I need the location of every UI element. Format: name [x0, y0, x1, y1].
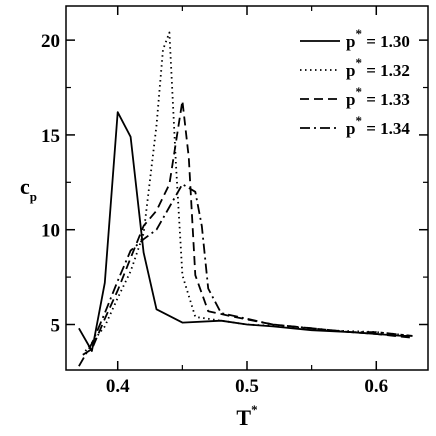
series-line-4 — [78, 183, 413, 367]
y-tick-label: 20 — [41, 31, 60, 52]
y-axis-label: cp — [20, 174, 37, 204]
legend: p* = 1.30 p* = 1.32 p* = 1.33 p* = 1.34 — [300, 26, 410, 138]
x-tick-label: 0.5 — [235, 376, 259, 397]
x-tick-label: 0.6 — [364, 376, 388, 397]
series-line-2 — [84, 31, 413, 352]
ticks: 0.4 0.5 0.6 5 10 15 20 — [41, 6, 428, 397]
series-line-1 — [78, 111, 413, 352]
y-axis-label-base: c — [20, 174, 30, 199]
x-tick-label: 0.4 — [106, 376, 130, 397]
legend-label-1: p* = 1.30 — [346, 26, 410, 51]
y-tick-label: 15 — [41, 126, 60, 147]
legend-label-4: p* = 1.34 — [346, 113, 410, 138]
legend-label-3: p* = 1.33 — [346, 84, 410, 109]
series-line-3 — [82, 99, 413, 356]
legend-label-2: p* = 1.32 — [346, 55, 410, 80]
y-tick-label: 10 — [41, 221, 60, 242]
x-axis-label: T* — [236, 402, 257, 430]
y-tick-label: 5 — [51, 316, 61, 337]
x-axis-label-sup: * — [251, 402, 258, 417]
series-lines — [78, 31, 413, 367]
x-axis-label-base: T — [236, 405, 251, 430]
y-axis-label-sub: p — [30, 189, 37, 204]
